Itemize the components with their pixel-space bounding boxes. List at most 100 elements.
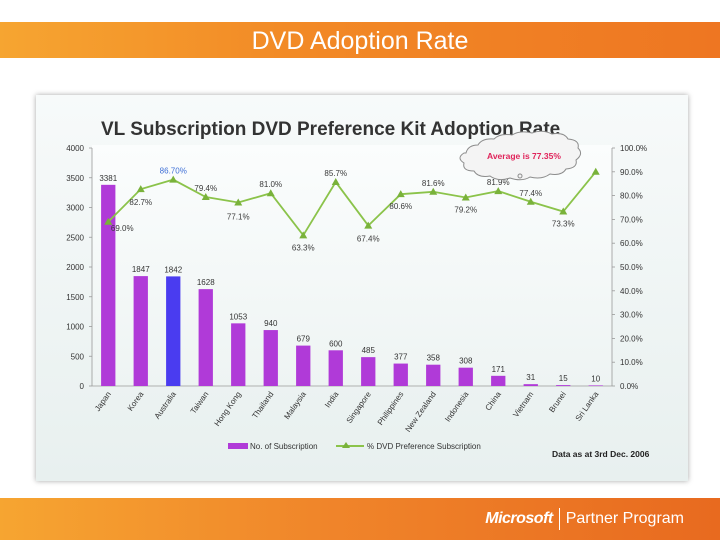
right-tick-label: 0.0% [620,382,638,391]
line-value-label: 63.3% [292,243,315,252]
bar-indonesia [458,367,473,386]
line-marker [136,185,145,193]
slide-title: DVD Adoption Rate [251,27,469,55]
right-tick-label: 60.0% [620,239,643,248]
right-tick-label: 80.0% [620,192,643,201]
bar-new-zealand [426,364,441,386]
line-path [107,171,597,237]
line-marker [201,193,210,201]
line-marker [396,190,405,198]
bar-labels: 3381 1847 1842 1628 1053 940 679 600 485 377 358 30… [99,174,600,384]
bar-value-label: 358 [427,354,441,363]
bar-value-label: 679 [297,335,311,344]
bar-philippines [393,363,408,386]
left-tick-label: 500 [71,352,85,361]
callout-text: Average is 77.35% [487,151,561,161]
left-tick-label: 1500 [66,293,84,302]
right-tick-label: 10.0% [620,358,643,367]
line-value-label: 79.4% [194,184,217,193]
line-value-label: 77.4% [519,189,542,198]
bar-korea [133,276,148,386]
line-marker [169,175,178,183]
bar-value-label: 3381 [99,174,117,183]
line-marker [364,221,373,229]
microsoft-brand: Microsoft [485,510,553,527]
left-tick-label: 2500 [66,233,84,242]
callout-cloud [459,130,582,181]
line-marker [461,193,470,201]
line-value-label: 81.9% [487,178,510,187]
bar-sri-lanka [588,385,603,386]
left-tick-label: 1000 [66,323,84,332]
bar-value-label: 10 [591,374,600,383]
legend-bar-label: No. of Subscription [250,442,318,451]
left-tick-label: 2000 [66,263,84,272]
bar-singapore [361,357,376,386]
bar-series [101,184,603,386]
left-tick-label: 3500 [66,174,84,183]
right-tick-label: 100.0% [620,144,647,153]
chart-title: VL Subscription DVD Preference Kit Adopt… [101,119,560,140]
bar-value-label: 171 [492,365,506,374]
right-tick-label: 90.0% [620,168,643,177]
right-tick-label: 20.0% [620,334,643,343]
legend-line-label: % DVD Preference Subscription [367,442,481,451]
line-value-label: 80.6% [389,202,412,211]
line-value-label: 77.1% [227,213,250,222]
bar-taiwan [198,289,213,386]
chart-svg: VL Subscription DVD Preference Kit Adopt… [36,95,688,481]
average-callout: Average is 77.35% [459,130,582,181]
bar-malaysia [296,345,311,386]
right-tick-label: 30.0% [620,311,643,320]
line-value-label: 81.0% [259,180,282,189]
line-marker [526,197,535,205]
left-tick-label: 0 [80,382,85,391]
line-value-label: 81.6% [422,179,445,188]
line-marker [331,178,340,186]
bar-value-label: 485 [362,346,376,355]
line-marker [234,198,243,206]
legend-line-marker [342,442,350,448]
line-marker [494,187,503,195]
bar-value-label: 1053 [229,312,247,321]
partner-program-text: Partner Program [565,510,684,527]
line-value-label: 85.7% [324,169,347,178]
line-marker [104,217,113,225]
line-marker [591,167,600,175]
bar-vietnam [523,384,538,386]
chart-frame: VL Subscription DVD Preference Kit Adopt… [36,95,688,481]
data-date-note: Data as at 3rd Dec. 2006 [552,449,650,459]
legend: No. of Subscription % DVD Preference Sub… [228,442,481,451]
footer-bar: Microsoft Partner Program [0,498,720,540]
bar-value-label: 600 [329,339,343,348]
legend-bar-swatch [228,443,248,449]
bar-hong-kong [231,323,246,386]
line-marker [266,189,275,197]
footer-logo: Microsoft Partner Program [485,508,684,530]
line-value-label: 82.7% [129,198,152,207]
bar-australia [166,276,181,386]
line-marker [559,207,568,215]
bar-value-label: 31 [526,373,535,382]
line-value-label: 86.70% [160,167,187,176]
bar-value-label: 1628 [197,278,215,287]
line-marker [429,187,438,195]
left-tick-label: 3000 [66,204,84,213]
right-tick-label: 50.0% [620,263,643,272]
bar-thailand [263,330,278,386]
bar-value-label: 1847 [132,265,150,274]
bar-value-label: 1842 [164,265,182,274]
right-tick-label: 70.0% [620,215,643,224]
left-axis: 0 500 1000 1500 2000 2500 3000 3500 4000 [66,144,612,391]
bar-value-label: 940 [264,319,278,328]
title-bar: DVD Adoption Rate [0,22,720,58]
top-margin [0,0,720,22]
bar-india [328,350,343,386]
bar-value-label: 377 [394,353,408,362]
right-axis: 0.0% 10.0% 20.0% 30.0% 40.0% 50.0% 60.0% 70.0% 8… [611,144,647,391]
line-value-label: 73.3% [552,220,575,229]
left-tick-label: 4000 [66,144,84,153]
bar-china [491,375,506,386]
logo-divider [558,508,560,530]
line-value-label: 79.2% [454,206,477,215]
